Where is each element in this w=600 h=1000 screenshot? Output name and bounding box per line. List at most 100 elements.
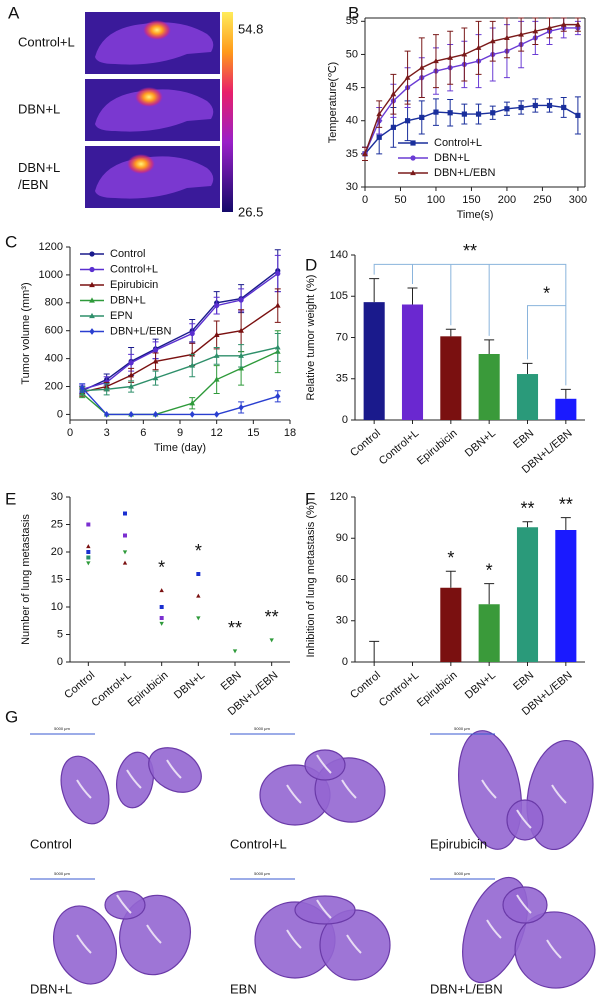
series-line	[364, 104, 579, 155]
x-tick-label: Control+L	[377, 427, 421, 467]
marker	[86, 555, 91, 560]
panel-label: B	[348, 3, 359, 22]
marker	[461, 111, 467, 117]
marker	[196, 572, 201, 576]
marker	[86, 522, 91, 527]
airway	[76, 934, 92, 954]
series-line	[364, 27, 578, 155]
marker	[575, 112, 581, 119]
marker	[86, 544, 91, 549]
x-tick-label: 9	[177, 427, 183, 439]
marker	[475, 111, 482, 117]
marker	[89, 312, 95, 319]
marker	[159, 616, 164, 620]
marker	[104, 411, 110, 418]
marker	[532, 28, 539, 34]
legend-label: Epirubicin	[110, 279, 158, 291]
legend-label: DBN+L/EBN	[434, 167, 495, 179]
airway	[551, 784, 567, 804]
sample-label: Control+L	[230, 836, 287, 851]
bar	[516, 374, 539, 420]
airway	[516, 894, 532, 914]
marker	[123, 511, 127, 516]
legend-label: DBN+L	[434, 152, 470, 164]
marker	[128, 411, 134, 418]
y-tick-label: 600	[45, 325, 63, 337]
legend-label: EPN	[110, 310, 133, 322]
row-label: DBN+L	[18, 160, 60, 175]
marker	[390, 91, 397, 97]
significance: **	[228, 618, 242, 638]
marker	[79, 384, 85, 392]
y-tick-label: 35	[336, 373, 348, 385]
marker	[238, 365, 244, 371]
y-tick-label: 15	[51, 573, 63, 585]
colorbar	[222, 12, 233, 212]
marker	[546, 24, 553, 31]
airway	[76, 779, 92, 799]
x-tick-label: Epirubicin	[415, 427, 460, 467]
legend-label: DBN+L	[110, 294, 146, 306]
airway	[316, 754, 332, 774]
marker	[89, 281, 95, 288]
marker	[89, 266, 95, 273]
marker	[275, 392, 281, 400]
significance: **	[520, 499, 534, 519]
error-bar	[560, 517, 571, 530]
legend-label: Control+L	[434, 137, 482, 149]
y-axis-label: Inhibition of lung metastasis (%)	[305, 502, 317, 658]
scale-bar-label: 5000 μm	[454, 871, 470, 876]
marker	[546, 102, 553, 109]
marker	[490, 110, 496, 116]
x-tick-label: 250	[533, 194, 551, 206]
significance: **	[463, 241, 477, 261]
series-line	[81, 270, 279, 392]
panel-label: E	[5, 489, 16, 508]
marker	[404, 74, 411, 80]
y-tick-label: 120	[330, 491, 348, 503]
marker	[232, 649, 238, 654]
marker	[128, 383, 134, 389]
y-tick-label: 800	[45, 297, 63, 309]
marker	[489, 38, 496, 44]
x-tick-label: 50	[394, 194, 406, 206]
marker	[128, 372, 134, 378]
airway	[166, 759, 182, 779]
y-tick-label: 20	[51, 546, 63, 558]
marker	[196, 593, 201, 598]
error-bar	[445, 328, 456, 337]
y-tick-label: 200	[45, 380, 63, 392]
airway	[341, 779, 357, 799]
legend-label: DBN+L/EBN	[110, 325, 171, 337]
series-line	[81, 387, 278, 416]
marker	[89, 328, 95, 335]
airway	[286, 929, 302, 949]
bar	[478, 354, 500, 420]
error-bar	[484, 339, 495, 354]
colorbar-max: 54.8	[238, 21, 263, 36]
bar	[516, 527, 539, 662]
airway	[126, 769, 142, 789]
significance: **	[265, 607, 279, 627]
marker	[447, 110, 453, 116]
scale-bar-label: 5000 μm	[254, 726, 270, 731]
marker	[518, 104, 524, 111]
marker	[213, 376, 220, 382]
marker	[213, 331, 220, 337]
bracket	[373, 263, 567, 386]
x-tick-label: Control	[348, 669, 383, 701]
error-bar	[560, 388, 571, 399]
series-line	[82, 346, 278, 392]
airway	[316, 899, 332, 919]
marker	[189, 411, 195, 418]
airway	[286, 784, 302, 804]
y-tick-label: 30	[346, 181, 358, 193]
series-line	[82, 305, 279, 393]
error-bar	[369, 278, 380, 303]
x-tick-label: Epirubicin	[415, 669, 460, 709]
x-tick-label: 12	[211, 427, 223, 439]
row-label: DBN+L	[18, 101, 60, 116]
bar	[478, 604, 500, 662]
marker	[152, 347, 159, 353]
